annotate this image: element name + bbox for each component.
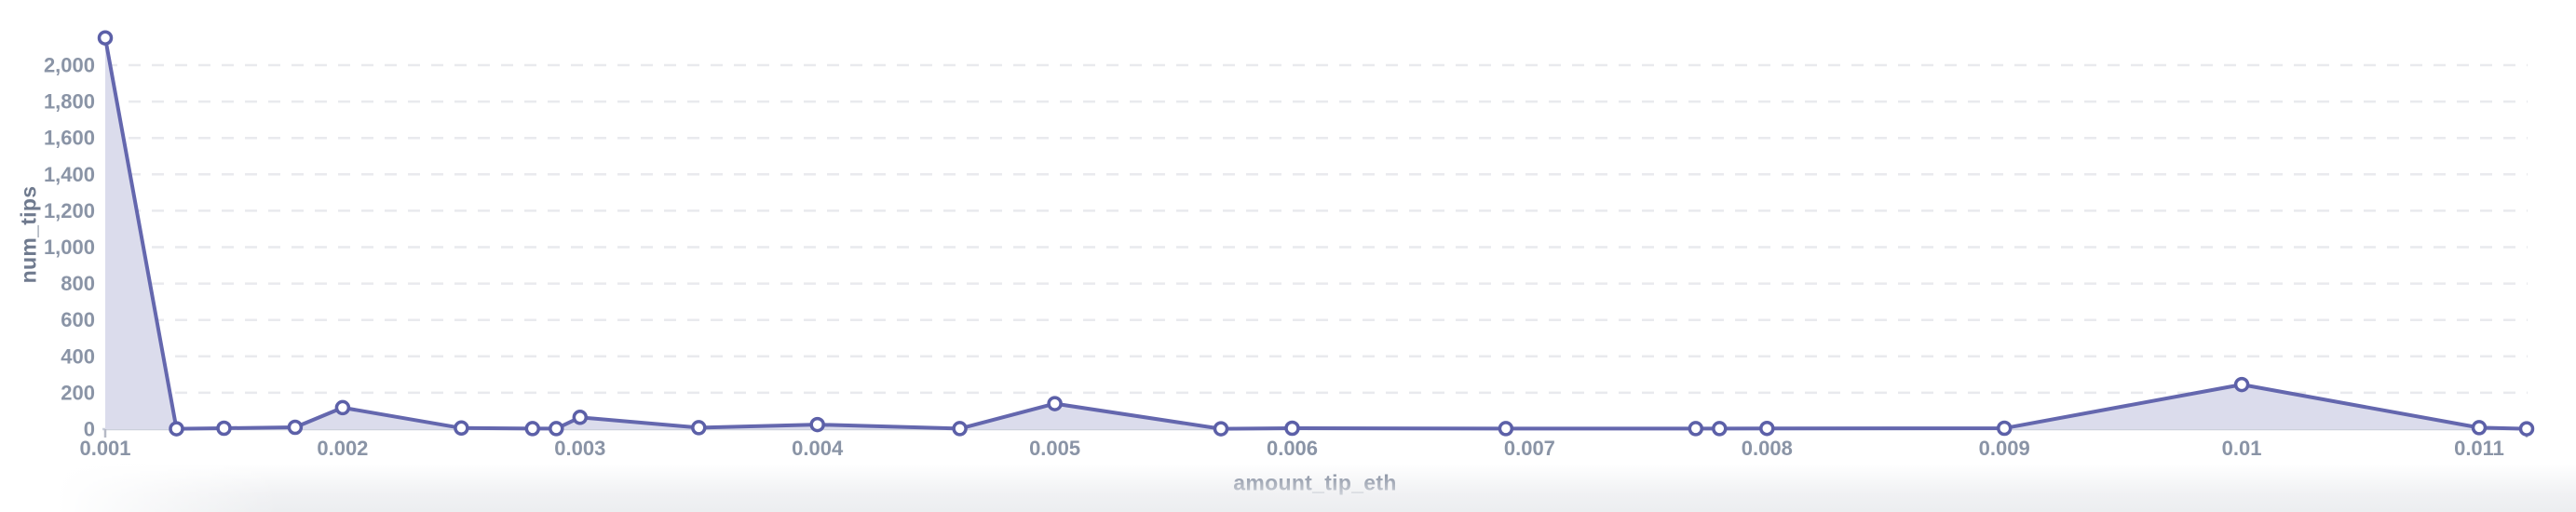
x-tick-label: 0.007 xyxy=(1504,437,1555,460)
y-tick-label: 1,400 xyxy=(44,163,95,186)
x-tick-label: 0.009 xyxy=(1979,437,2030,460)
data-point-marker[interactable] xyxy=(2233,376,2250,393)
y-tick-label: 1,000 xyxy=(44,236,95,259)
y-tick-label: 200 xyxy=(61,381,95,404)
data-point-marker[interactable] xyxy=(691,420,707,436)
y-tick-label: 800 xyxy=(61,272,95,295)
data-point-marker[interactable] xyxy=(216,420,232,437)
x-tick-label: 0.006 xyxy=(1267,437,1318,460)
data-point-marker[interactable] xyxy=(97,30,114,46)
y-tick-label: 1,600 xyxy=(44,127,95,150)
data-point-marker[interactable] xyxy=(2471,420,2488,436)
x-tick-label: 0.004 xyxy=(792,437,844,460)
data-point-marker[interactable] xyxy=(809,416,825,433)
x-tick-label: 0.011 xyxy=(2454,437,2504,460)
x-tick-label: 0.01 xyxy=(2222,437,2262,460)
data-point-marker[interactable] xyxy=(2518,421,2535,437)
y-tick-label: 2,000 xyxy=(44,54,95,77)
series-line xyxy=(103,35,2529,431)
data-point-marker[interactable] xyxy=(1759,420,1775,437)
x-tick-label: 0.005 xyxy=(1029,437,1080,460)
x-axis-title: amount_tip_eth xyxy=(1233,470,1397,495)
y-tick-label: 1,200 xyxy=(44,199,95,222)
data-point-marker[interactable] xyxy=(952,421,968,437)
data-point-marker[interactable] xyxy=(1284,420,1300,437)
y-axis-title: num_tips xyxy=(16,185,41,284)
y-tick-label: 600 xyxy=(61,308,95,331)
data-point-marker[interactable] xyxy=(572,410,589,425)
x-tick-label: 0.008 xyxy=(1742,437,1793,460)
x-tick-label: 0.001 xyxy=(79,437,130,460)
data-point-marker[interactable] xyxy=(524,421,541,437)
data-point-marker[interactable] xyxy=(287,419,304,436)
series-area xyxy=(105,37,2527,429)
data-point-marker[interactable] xyxy=(334,399,351,416)
data-point-marker[interactable] xyxy=(1047,396,1063,411)
x-tick-label: 0.003 xyxy=(554,437,605,460)
x-tick-label: 0.002 xyxy=(317,437,368,460)
y-tick-label: 0 xyxy=(84,418,95,441)
data-point-marker[interactable] xyxy=(1996,420,2013,437)
data-point-marker[interactable] xyxy=(1688,421,1704,437)
data-point-marker[interactable] xyxy=(1213,421,1229,437)
data-point-marker[interactable] xyxy=(454,420,469,437)
y-tick-label: 400 xyxy=(61,344,95,368)
data-point-marker[interactable] xyxy=(169,421,184,437)
data-point-marker[interactable] xyxy=(549,421,564,437)
data-point-marker[interactable] xyxy=(1498,421,1514,437)
data-point-marker[interactable] xyxy=(1712,421,1728,437)
y-tick-label: 1,800 xyxy=(44,90,95,114)
